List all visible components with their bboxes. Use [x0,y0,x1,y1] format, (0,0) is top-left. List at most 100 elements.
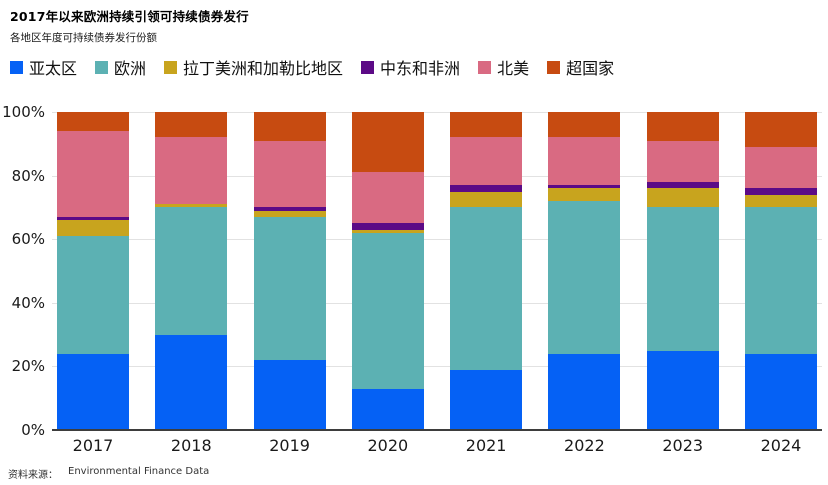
gridline [52,302,822,304]
bar-segment-2022-拉丁美洲和加勒比地区 [548,188,621,202]
bar-segment-2023-超国家 [646,112,719,141]
bar-segment-2020-拉丁美洲和加勒比地区 [351,229,424,233]
x-tick-label-2022: 2022 [564,436,605,455]
plot-area [52,112,822,431]
bar-2019 [253,112,326,430]
legend-item-1: 欧洲 [95,55,146,79]
bar-segment-2018-超国家 [155,112,228,138]
source-label: 资料来源： [8,470,58,481]
bar-2021 [450,112,523,430]
bar-segment-2018-亚太区 [155,334,228,430]
bar-segment-2024-北美 [744,147,817,189]
bar-segment-2021-中东和非洲 [450,185,523,192]
bar-segment-2024-超国家 [744,112,817,148]
gridline [52,239,822,241]
bar-segment-2023-北美 [646,140,719,182]
y-axis-tick-label: 0% [21,421,45,439]
bar-segment-2021-亚太区 [450,369,523,430]
bar-segment-2019-超国家 [253,112,326,141]
legend-swatch-icon [478,60,492,74]
bar-segment-2018-北美 [155,137,228,205]
y-axis-tick-label: 40% [11,293,45,312]
bar-segment-2024-中东和非洲 [744,188,817,195]
bar-segment-2021-拉丁美洲和加勒比地区 [450,191,523,208]
bar-segment-2017-拉丁美洲和加勒比地区 [57,220,129,237]
bar-segment-2021-欧洲 [450,207,523,370]
bar-segment-2019-欧洲 [253,216,326,361]
bar-segment-2022-北美 [548,137,621,186]
legend-swatch-icon [95,60,109,74]
legend-swatch-icon [547,60,561,74]
source-text: Environmental Finance Data [68,466,210,477]
gridline [52,175,822,177]
y-axis: 100% 80% 60% 40% 20% 0% [0,103,45,439]
bar-segment-2017-中东和非洲 [57,216,129,221]
bar-segment-2020-欧洲 [351,232,424,389]
bar-segment-2018-欧洲 [155,207,228,335]
bar-segment-2022-超国家 [548,112,621,138]
bar-segment-2022-欧洲 [548,201,621,354]
bar-segment-2019-北美 [253,140,326,208]
y-axis-tick-label: 20% [11,357,45,376]
legend-swatch-icon [164,60,178,74]
legend-item-0: 亚太区 [10,55,77,79]
legend-item-5: 超国家 [547,55,614,79]
bar-segment-2021-北美 [450,137,523,186]
legend-item-3: 中东和非洲 [361,55,460,79]
bar-segment-2017-超国家 [57,112,129,132]
x-tick-label-2020: 2020 [367,436,409,455]
y-axis-tick-label: 100% [2,103,45,121]
bar-segment-2024-欧洲 [744,207,817,354]
bar-segment-2023-亚太区 [646,350,719,430]
y-axis-tick-label: 60% [11,230,45,249]
bar-2020 [351,112,424,430]
bar-segment-2023-拉丁美洲和加勒比地区 [646,188,719,208]
bar-segment-2020-北美 [351,172,424,224]
chart-header: 2017年以来欧洲持续引领可持续债券发行 各地区年度可持续债券发行份额 [10,6,249,45]
x-axis-line [52,429,822,431]
bar-segment-2019-亚太区 [253,360,326,430]
bar-segment-2017-北美 [57,131,129,217]
bar-segment-2020-中东和非洲 [351,223,424,230]
legend: 亚太区 欧洲 拉丁美洲和加勒比地区 中东和非洲 北美 超国家 [10,55,614,79]
chart-title: 2017年以来欧洲持续引领可持续债券发行 [10,9,249,24]
y-axis-tick-label: 80% [11,166,45,185]
bar-segment-2019-中东和非洲 [253,207,326,211]
bar-2017 [57,112,129,430]
bar-2023 [646,112,719,430]
bar-segment-2022-亚太区 [548,353,621,430]
bar-segment-2024-拉丁美洲和加勒比地区 [744,194,817,208]
bar-segment-2020-亚太区 [351,388,424,430]
bar-2018 [155,112,228,430]
chart-subtitle: 各地区年度可持续债券发行份额 [10,32,157,44]
bar-segment-2020-超国家 [351,112,424,173]
bar-2024 [744,112,817,430]
bar-2022 [548,112,621,430]
bar-segment-2018-拉丁美洲和加勒比地区 [155,204,228,208]
bar-segment-2017-欧洲 [57,236,129,354]
legend-swatch-icon [10,60,23,74]
legend-swatch-icon [361,60,375,74]
gridline [52,112,822,113]
gridline [52,366,822,368]
bar-segment-2024-亚太区 [744,353,817,430]
legend-label: 拉丁美洲和加勒比地区 [183,59,344,78]
x-tick-label-2024: 2024 [760,436,802,455]
bar-segment-2021-超国家 [450,112,523,138]
bar-segment-2023-欧洲 [646,207,719,351]
x-tick-label-2023: 2023 [662,436,704,455]
legend-item-4: 北美 [478,55,529,79]
legend-label: 欧洲 [114,59,147,78]
bar-segment-2019-拉丁美洲和加勒比地区 [253,210,326,217]
legend-label: 北美 [497,59,530,78]
x-tick-label-2021: 2021 [465,436,507,455]
source-note: 资料来源： Environmental Finance Data [8,466,209,481]
x-tick-label-2019: 2019 [269,436,310,455]
x-tick-label-2017: 2017 [72,436,114,455]
legend-label: 超国家 [566,59,615,78]
x-tick-label-2018: 2018 [170,436,212,455]
bar-segment-2022-中东和非洲 [548,185,621,189]
bar-segment-2017-亚太区 [57,353,129,430]
bars-container [52,112,822,430]
bar-segment-2023-中东和非洲 [646,181,719,189]
